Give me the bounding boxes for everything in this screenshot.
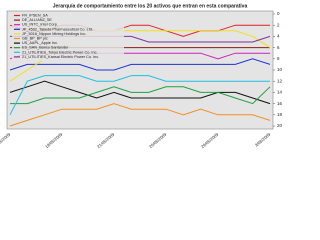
y-tick-label: 0 <box>277 11 280 16</box>
series-line <box>10 86 271 105</box>
x-tick-label: 3/06/2009 <box>254 131 272 147</box>
chart: Jerarquía de comportamiento entre los 20… <box>0 3 283 149</box>
series-line <box>9 103 271 127</box>
series-line <box>9 58 271 71</box>
legend-label: ES_SAN_Banco Santander <box>22 46 69 50</box>
x-tick-label: 13/05/2009 <box>0 131 12 149</box>
series-line <box>9 75 270 116</box>
legend-label: 21_UTILITIES_Tokyo Electric Power Co. In… <box>22 50 98 54</box>
y-tick-label: 20 <box>277 123 283 128</box>
y-tick-label: 12 <box>277 78 283 83</box>
y-tick-label: 4 <box>277 34 280 39</box>
y-tick-label: 16 <box>277 101 283 106</box>
y-tick-label: 18 <box>277 112 283 117</box>
x-tick-label: 18/05/2009 <box>44 131 64 149</box>
y-tick-label: 8 <box>277 56 280 61</box>
y-tick-label: 14 <box>277 90 283 95</box>
series-line <box>9 80 271 105</box>
x-tick-label: 26/05/2009 <box>148 131 168 149</box>
x-tick-label: 29/05/2009 <box>200 131 220 149</box>
chart-title: Jerarquía de comportamiento entre los 20… <box>53 3 248 9</box>
y-tick-label: 2 <box>277 22 280 27</box>
y-tick-label: 10 <box>277 67 283 72</box>
legend-label: JP_4502_Takeda Pharmaceutical Co. Ltd. <box>22 27 93 31</box>
legend-box <box>12 13 124 61</box>
x-tick-label: 21/05/2009 <box>96 131 116 149</box>
legend-label: DE_ALLIANZ_SE <box>22 18 52 22</box>
legend-label: 21_UTILITIES_Kansai Electric Power Co. I… <box>22 55 99 59</box>
legend-label: JP_5016_Nippon Mining Holdings Inc. <box>22 32 86 36</box>
legend-label: FR_IPSEN_SA <box>22 14 48 18</box>
y-tick-label: 6 <box>277 45 280 50</box>
legend-label: GB_BP_BP plc <box>22 37 48 41</box>
legend-label: US_INTC_Intel Corp. <box>22 23 58 27</box>
legend-label: US_AAPL_Apple Inc. <box>22 41 58 45</box>
